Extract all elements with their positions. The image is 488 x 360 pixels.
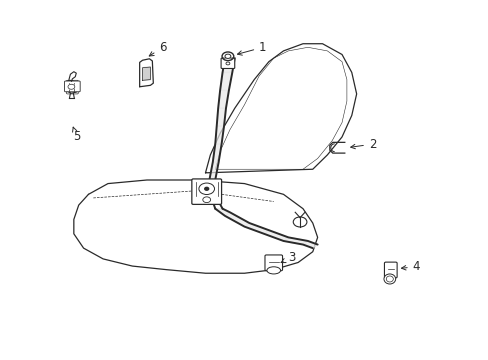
Text: 4: 4 xyxy=(401,260,419,273)
Polygon shape xyxy=(224,212,249,226)
Polygon shape xyxy=(140,59,153,87)
Polygon shape xyxy=(264,230,288,241)
Polygon shape xyxy=(209,162,218,180)
Polygon shape xyxy=(205,44,356,173)
Polygon shape xyxy=(215,209,229,216)
Ellipse shape xyxy=(386,276,392,282)
Ellipse shape xyxy=(383,274,395,284)
Circle shape xyxy=(68,84,75,89)
Polygon shape xyxy=(303,241,317,248)
Circle shape xyxy=(222,52,233,60)
Circle shape xyxy=(199,183,214,194)
Circle shape xyxy=(204,187,208,190)
Text: 2: 2 xyxy=(350,138,376,150)
Text: 1: 1 xyxy=(237,41,266,55)
Polygon shape xyxy=(218,90,228,108)
Polygon shape xyxy=(244,223,268,234)
Text: 3: 3 xyxy=(281,251,295,264)
Polygon shape xyxy=(220,72,232,90)
Ellipse shape xyxy=(266,267,280,274)
Polygon shape xyxy=(212,144,221,162)
Circle shape xyxy=(293,217,306,227)
Polygon shape xyxy=(222,58,234,72)
Polygon shape xyxy=(65,80,79,93)
FancyBboxPatch shape xyxy=(64,81,80,92)
Text: 5: 5 xyxy=(72,127,80,144)
Text: 6: 6 xyxy=(149,41,166,56)
Circle shape xyxy=(224,54,230,58)
FancyBboxPatch shape xyxy=(66,80,78,94)
FancyBboxPatch shape xyxy=(264,255,282,271)
FancyBboxPatch shape xyxy=(221,58,234,68)
FancyBboxPatch shape xyxy=(191,179,221,204)
Polygon shape xyxy=(142,67,150,80)
Polygon shape xyxy=(205,180,215,191)
Polygon shape xyxy=(216,108,225,126)
Polygon shape xyxy=(283,237,307,244)
Polygon shape xyxy=(215,126,224,144)
FancyBboxPatch shape xyxy=(384,262,396,278)
Circle shape xyxy=(203,197,210,203)
Polygon shape xyxy=(74,180,317,273)
